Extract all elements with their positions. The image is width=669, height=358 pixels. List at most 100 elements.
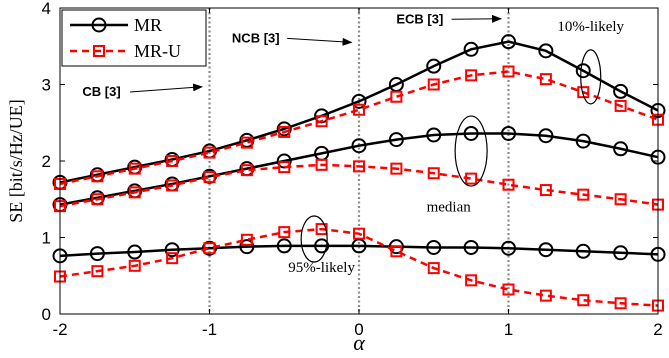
point-MR [276, 121, 292, 137]
point-MR [575, 133, 591, 149]
point-MR-U [203, 171, 216, 184]
point-MR [613, 141, 629, 157]
point-MR-U [390, 162, 403, 175]
point-MR [426, 58, 442, 74]
point-MR-U [427, 78, 440, 91]
point-MR [501, 34, 516, 50]
point-MR [239, 239, 255, 255]
point-MR [388, 132, 404, 148]
point-MR [501, 240, 516, 256]
point-MR [426, 127, 442, 143]
point-MR-U [577, 86, 590, 99]
point-MR [613, 83, 629, 99]
point-MR-U [240, 164, 253, 177]
point-MR-U [502, 178, 515, 191]
point-MR-U [539, 73, 552, 86]
point-MR [89, 246, 105, 262]
legend-marker-MR [91, 17, 107, 33]
point-MR-U [91, 265, 104, 278]
y-axis-label: SE [bit/s/Hz/UE] [6, 99, 26, 223]
y-tick-label: 3 [42, 76, 51, 95]
point-MR-U [203, 242, 216, 255]
point-MR-U [315, 158, 328, 171]
axis-ticks: -2 -1 0 1 2 0 1 2 3 4 [42, 0, 663, 339]
point-MR-U [353, 103, 365, 116]
point-MR-U [577, 188, 590, 201]
annotation-arrow [451, 14, 503, 23]
point-MR-U [353, 160, 365, 173]
y-tick-label: 1 [42, 229, 51, 248]
x-tick-label: 1 [504, 320, 513, 339]
point-MR-U [128, 186, 141, 199]
point-MR-U [203, 146, 216, 159]
point-MR [463, 41, 479, 57]
point-MR [351, 93, 367, 109]
point-MR [351, 138, 367, 154]
point-MR-U [390, 245, 403, 258]
point-MR [276, 153, 292, 169]
point-MR [276, 238, 292, 254]
point-MR [202, 240, 217, 256]
annotations-layer: CB [3] NCB [3] ECB [3] 10%-likely median 95%-… [82, 11, 624, 276]
point-MR [314, 238, 330, 254]
annotation-label: ECB [3] [396, 11, 443, 26]
y-tick-label: 4 [42, 0, 51, 18]
point-MR-U [91, 193, 104, 206]
point-MR-U [91, 170, 104, 183]
point-MR [538, 128, 554, 144]
point-MR [538, 242, 554, 258]
point-MR [127, 244, 143, 260]
annotation-label: CB [3] [82, 84, 120, 99]
point-MR-U [614, 193, 627, 206]
point-MR-U [278, 125, 291, 138]
annotation-ellipse [300, 215, 328, 263]
point-MR-U [128, 162, 141, 175]
point-MR-U [128, 259, 141, 272]
annotation-label: 10%-likely [557, 19, 624, 35]
x-tick-label: 2 [653, 320, 662, 339]
annotation-arrow [129, 83, 204, 93]
point-MR-U [614, 297, 627, 310]
legend: MR MR-U [61, 9, 207, 67]
point-MR-U [539, 184, 552, 197]
series-line-median-MR [59, 132, 659, 206]
annotation-arrow [287, 37, 353, 46]
series-line-10pct-likely-MR [59, 40, 659, 184]
legend-box [61, 9, 207, 67]
point-MR-U [278, 161, 291, 174]
point-MR-U [390, 90, 403, 103]
point-MR-U [614, 99, 627, 112]
annotation-ellipse [454, 115, 488, 187]
x-axis-label: α [353, 330, 365, 355]
series-line-10pct-likely-MR-U [59, 70, 659, 186]
point-MR-U [539, 289, 552, 302]
annotation-label: NCB [3] [232, 30, 280, 45]
point-MR [613, 245, 629, 261]
point-MR [463, 125, 479, 141]
point-MR-U [465, 274, 478, 287]
legend-label-MR: MR [134, 15, 162, 35]
point-MR-U [427, 262, 440, 275]
point-MR [388, 239, 404, 255]
point-MR-U [278, 226, 291, 239]
x-tick-label: -1 [202, 320, 217, 339]
point-MR-U [465, 172, 478, 185]
point-MR-U [166, 155, 179, 167]
point-MR-U [315, 223, 328, 236]
series-line-95pct-likely-MR-U [59, 227, 659, 307]
point-MR [501, 125, 516, 141]
point-MR-U [166, 252, 179, 265]
point-MR-U [166, 179, 179, 192]
point-MR [426, 239, 442, 255]
series-line-median-MR-U [59, 163, 659, 208]
series-line-95pct-likely-MR [59, 244, 659, 258]
annotation-label: median [427, 199, 472, 215]
y-tick-label: 0 [42, 305, 51, 324]
point-MR-U [315, 115, 328, 128]
x-tick-label: -2 [52, 320, 67, 339]
point-MR-U [577, 294, 590, 307]
point-MR-U [353, 227, 365, 240]
y-tick-label: 2 [42, 152, 51, 171]
annotation-label: 95%-likely [288, 260, 355, 276]
legend-marker-MR-U [93, 45, 105, 57]
